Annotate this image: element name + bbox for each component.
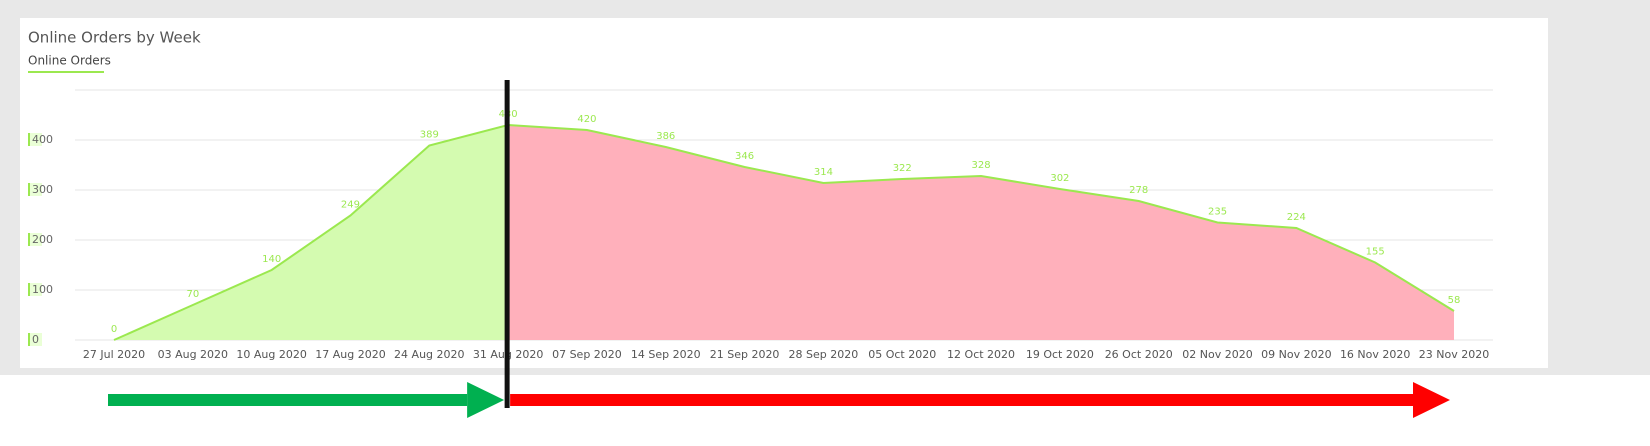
y-tick-marker (28, 233, 30, 246)
y-tick-label: 0 (32, 333, 39, 346)
x-tick-label: 24 Aug 2020 (394, 348, 464, 361)
data-label: 155 (1366, 247, 1385, 258)
arrow-shaft (108, 394, 468, 406)
x-tick-label: 26 Oct 2020 (1105, 348, 1173, 361)
x-tick-label: 02 Nov 2020 (1182, 348, 1252, 361)
y-tick-label: 300 (32, 183, 53, 196)
chart-title: Online Orders by Week (28, 29, 201, 47)
arrow-head (1413, 382, 1450, 418)
arrow-shaft (510, 394, 1413, 406)
y-tick-marker (28, 333, 30, 346)
data-label: 140 (262, 254, 281, 265)
y-tick-bg (30, 233, 42, 246)
data-label: 278 (1129, 185, 1148, 196)
x-tick-label: 10 Aug 2020 (236, 348, 306, 361)
data-label: 322 (893, 163, 912, 174)
x-tick-label: 21 Sep 2020 (710, 348, 780, 361)
area (508, 125, 1454, 340)
x-tick-label: 07 Sep 2020 (552, 348, 622, 361)
y-tick-bg (30, 283, 42, 296)
y-tick-bg (30, 183, 42, 196)
y-tick-marker (28, 133, 30, 146)
data-label: 70 (186, 289, 199, 300)
x-tick-label: 16 Nov 2020 (1340, 348, 1410, 361)
data-label: 224 (1287, 212, 1306, 223)
y-tick-label: 400 (32, 133, 53, 146)
y-tick-marker (28, 183, 30, 196)
data-label: 328 (972, 160, 991, 171)
x-tick-label: 17 Aug 2020 (315, 348, 385, 361)
x-tick-label: 09 Nov 2020 (1261, 348, 1331, 361)
x-tick-label: 28 Sep 2020 (789, 348, 859, 361)
data-label: 58 (1448, 295, 1461, 306)
x-tick-label: 12 Oct 2020 (947, 348, 1015, 361)
x-tick-label: 03 Aug 2020 (158, 348, 228, 361)
y-tick-marker (28, 283, 30, 296)
data-label: 249 (341, 200, 360, 211)
data-label: 314 (814, 167, 833, 178)
arrow-head (467, 382, 505, 418)
y-tick-bg (30, 133, 42, 146)
y-tick-label: 100 (32, 283, 53, 296)
x-tick-label: 05 Oct 2020 (868, 348, 936, 361)
area (114, 125, 509, 340)
legend-underline (28, 71, 104, 73)
x-tick-label: 23 Nov 2020 (1419, 348, 1489, 361)
data-label: 235 (1208, 207, 1227, 218)
data-label: 346 (735, 151, 754, 162)
legend-entry[interactable]: Online Orders (28, 54, 111, 68)
x-tick-label: 27 Jul 2020 (83, 348, 145, 361)
y-tick-label: 200 (32, 233, 53, 246)
data-label: 386 (656, 131, 675, 142)
data-label: 0 (111, 324, 117, 335)
line (113, 123, 1455, 341)
x-tick-label: 14 Sep 2020 (631, 348, 701, 361)
data-label: 302 (1050, 173, 1069, 184)
data-label: 420 (577, 114, 596, 125)
data-label: 389 (420, 130, 439, 141)
x-tick-label: 19 Oct 2020 (1026, 348, 1094, 361)
y-tick-bg (30, 333, 42, 346)
